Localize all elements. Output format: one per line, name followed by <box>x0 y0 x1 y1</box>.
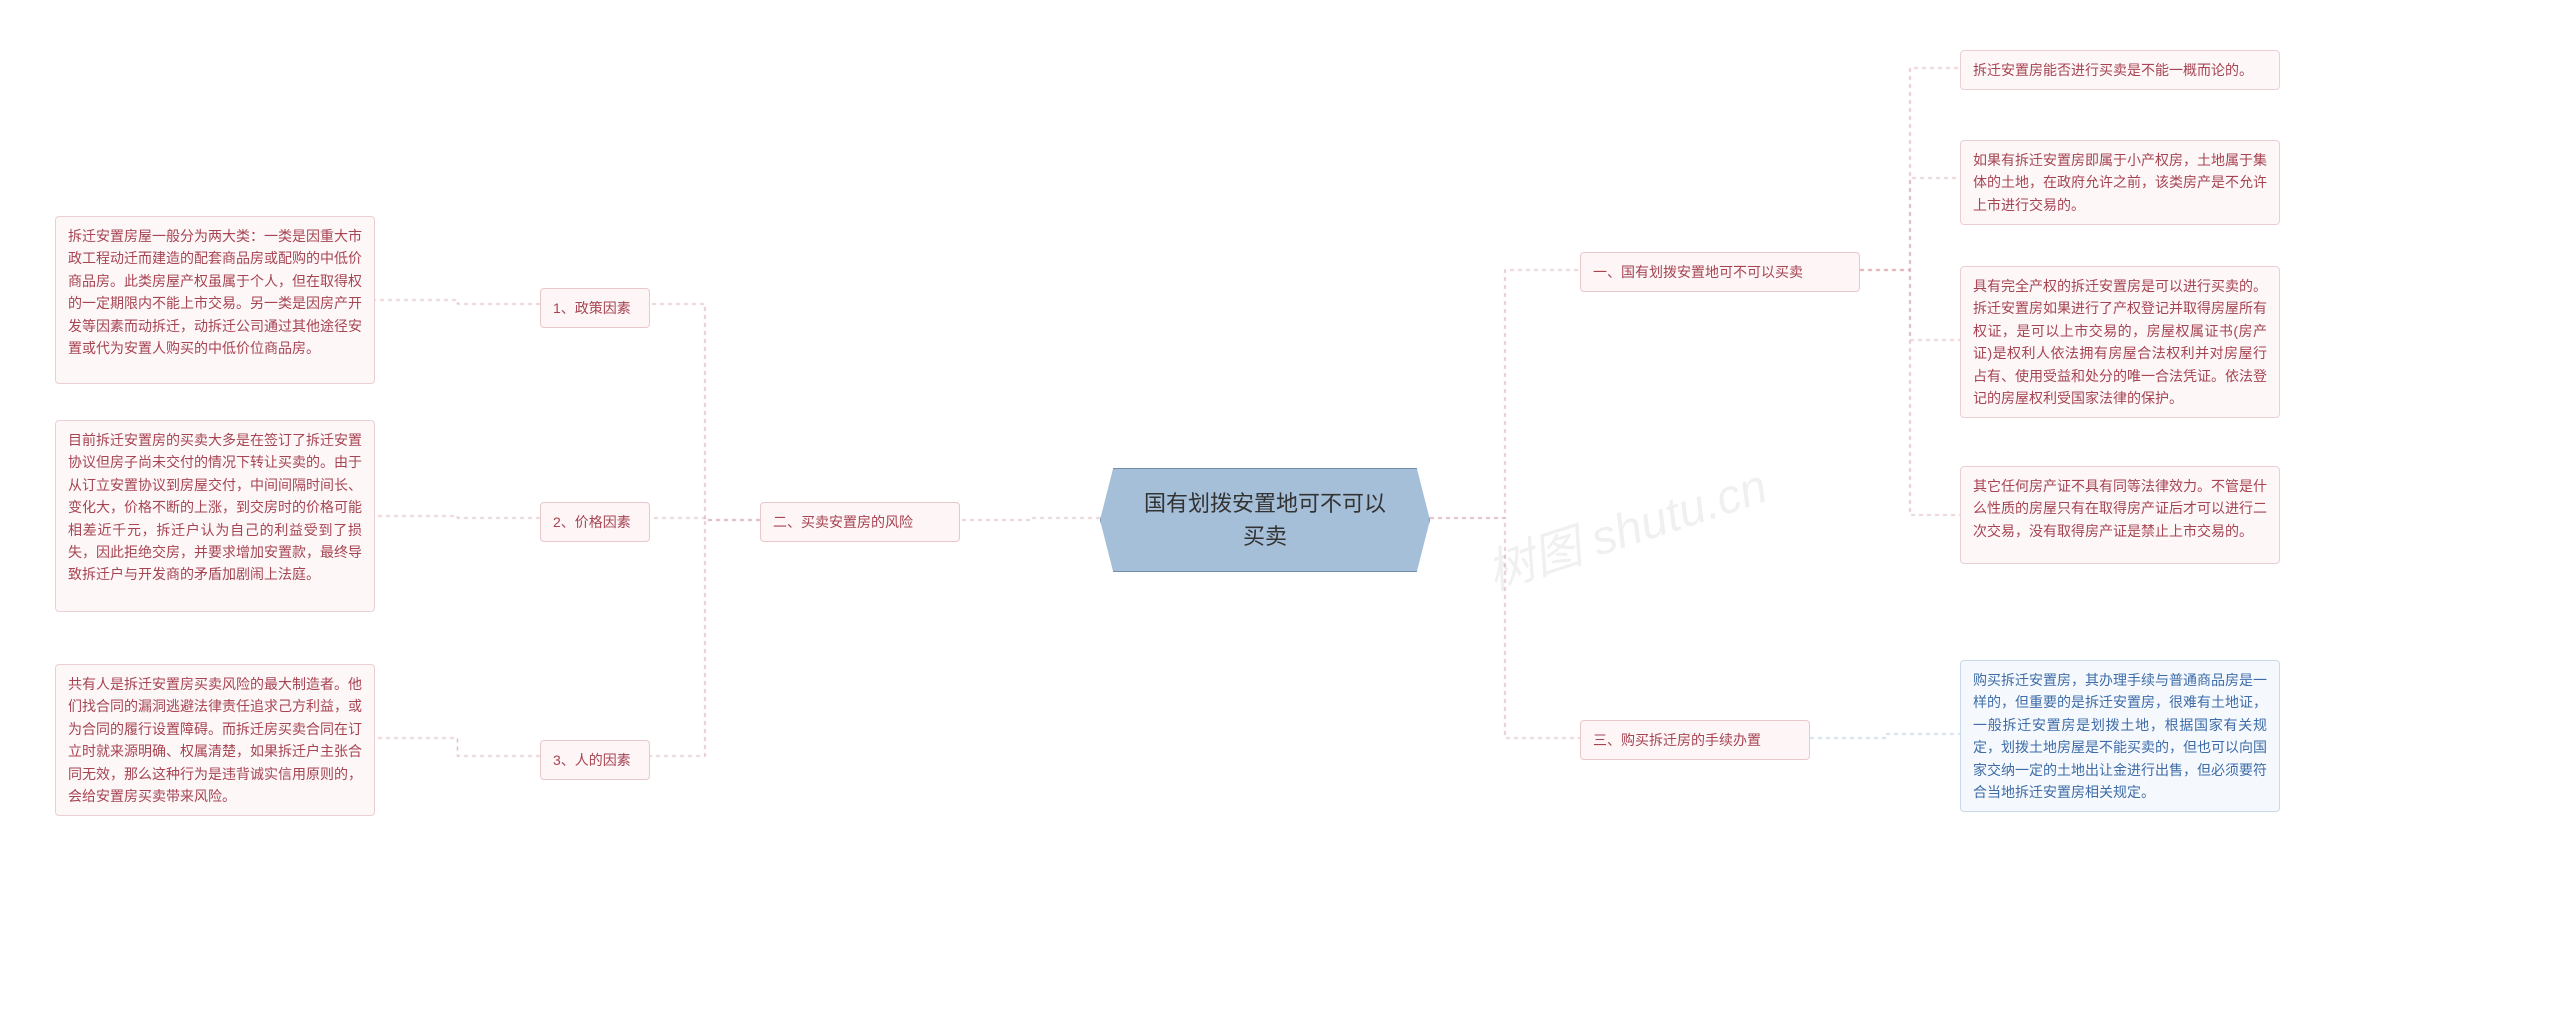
watermark-1: 树图 shutu.cn <box>1476 447 1774 603</box>
branch-b1[interactable]: 一、国有划拨安置地可不可以买卖 <box>1580 252 1860 292</box>
leaf-b1l1[interactable]: 拆迁安置房能否进行买卖是不能一概而论的。 <box>1960 50 2280 90</box>
leaf-b3l1[interactable]: 拆迁安置房屋一般分为两大类：一类是因重大市政工程动迁而建造的配套商品房或配购的中… <box>55 216 375 384</box>
sublabel-b3l3[interactable]: 3、人的因素 <box>540 740 650 780</box>
branch-b2[interactable]: 三、购买拆迁房的手续办置 <box>1580 720 1810 760</box>
leaf-b2l1[interactable]: 购买拆迁安置房，其办理手续与普通商品房是一样的，但重要的是拆迁安置房，很难有土地… <box>1960 660 2280 812</box>
sublabel-b3l2[interactable]: 2、价格因素 <box>540 502 650 542</box>
leaf-b1l2[interactable]: 如果有拆迁安置房即属于小产权房，土地属于集体的土地，在政府允许之前，该类房产是不… <box>1960 140 2280 225</box>
leaf-b3l2[interactable]: 目前拆迁安置房的买卖大多是在签订了拆迁安置协议但房子尚未交付的情况下转让买卖的。… <box>55 420 375 612</box>
branch-b3[interactable]: 二、买卖安置房的风险 <box>760 502 960 542</box>
sublabel-b3l1[interactable]: 1、政策因素 <box>540 288 650 328</box>
leaf-b3l3[interactable]: 共有人是拆迁安置房买卖风险的最大制造者。他们找合同的漏洞逃避法律责任追求己方利益… <box>55 664 375 816</box>
leaf-b1l3[interactable]: 具有完全产权的拆迁安置房是可以进行买卖的。拆迁安置房如果进行了产权登记并取得房屋… <box>1960 266 2280 418</box>
center-node[interactable]: 国有划拨安置地可不可以买卖 <box>1100 468 1430 572</box>
leaf-b1l4[interactable]: 其它任何房产证不具有同等法律效力。不管是什么性质的房屋只有在取得房产证后才可以进… <box>1960 466 2280 564</box>
